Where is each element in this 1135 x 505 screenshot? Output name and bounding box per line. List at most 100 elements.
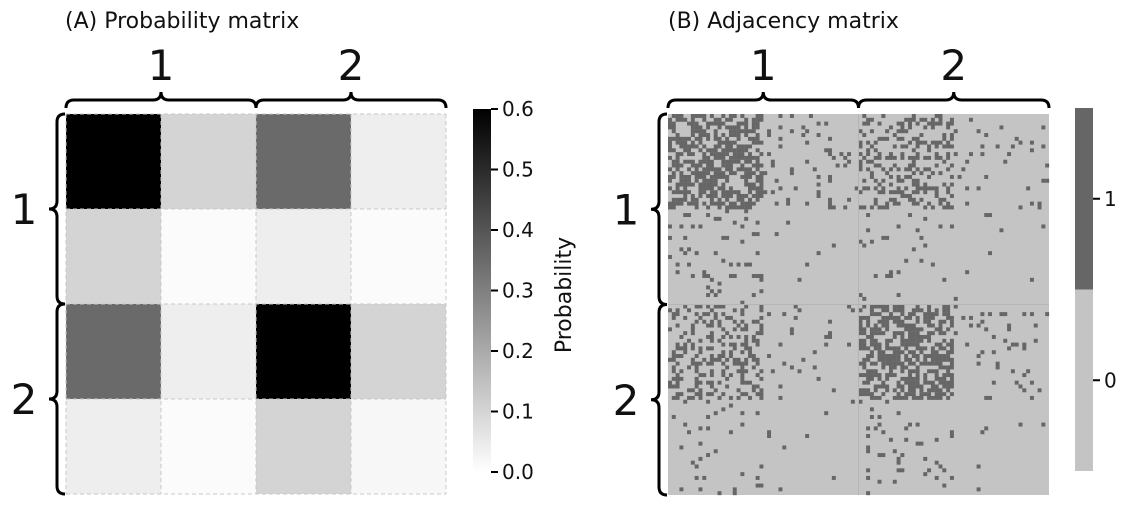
top-brace-1 xyxy=(64,91,258,109)
edge-cell xyxy=(671,205,676,210)
edge-cell xyxy=(923,376,928,381)
edge-cell xyxy=(694,121,699,126)
edge-cell xyxy=(694,312,699,317)
edge-cell xyxy=(915,121,920,126)
edge-cell xyxy=(728,201,733,206)
edge-cell xyxy=(679,197,684,202)
edge-cell xyxy=(671,190,676,195)
edge-cell xyxy=(888,270,893,275)
edge-cell xyxy=(938,114,943,118)
edge-cell xyxy=(755,121,760,126)
edge-cell xyxy=(866,392,871,397)
edge-cell xyxy=(736,125,741,130)
edge-cell xyxy=(675,182,680,187)
edge-cell xyxy=(778,384,783,389)
edge-cell xyxy=(717,136,722,141)
edge-cell xyxy=(778,125,783,130)
edge-cell xyxy=(698,224,703,229)
edge-cell xyxy=(744,194,749,198)
edge-cell xyxy=(988,395,992,400)
edge-cell xyxy=(892,361,897,366)
edge-cell xyxy=(934,373,939,378)
edge-cell xyxy=(927,174,932,179)
edge-cell xyxy=(717,117,722,122)
edge-cell xyxy=(904,376,909,381)
edge-cell xyxy=(694,167,699,172)
edge-cell xyxy=(671,129,676,134)
edge-cell xyxy=(900,308,905,313)
edge-cell xyxy=(736,194,741,198)
edge-cell xyxy=(965,186,970,191)
edge-cell xyxy=(687,144,692,149)
edge-cell xyxy=(671,384,676,389)
edge-cell xyxy=(706,285,711,290)
edge-cell xyxy=(984,327,989,332)
edge-cell xyxy=(728,274,733,278)
edge-cell xyxy=(732,155,737,160)
edge-cell xyxy=(702,373,707,378)
edge-cell xyxy=(759,186,764,191)
edge-cell xyxy=(911,136,916,141)
edge-cell xyxy=(938,117,943,122)
edge-cell xyxy=(927,201,932,206)
edge-cell xyxy=(694,197,699,202)
edge-cell xyxy=(881,453,886,458)
edge-cell xyxy=(949,323,954,328)
edge-cell xyxy=(755,319,760,324)
edge-cell xyxy=(938,342,943,347)
edge-cell xyxy=(748,171,752,176)
edge-cell xyxy=(923,205,928,210)
edge-cell xyxy=(934,194,939,198)
edge-cell xyxy=(744,357,749,362)
edge-cell xyxy=(751,338,756,343)
edge-cell xyxy=(885,354,890,358)
edge-cell xyxy=(1045,163,1050,168)
edge-cell xyxy=(930,205,935,210)
edge-cell xyxy=(706,178,711,183)
edge-cell xyxy=(736,262,741,267)
edge-cell xyxy=(942,338,947,343)
edge-cell xyxy=(744,369,749,374)
edge-cell xyxy=(744,216,749,221)
edge-cell xyxy=(866,140,871,145)
edge-cell xyxy=(683,331,688,336)
edge-cell xyxy=(869,171,874,176)
edge-cell xyxy=(759,464,764,469)
edge-cell xyxy=(690,114,695,118)
edge-cell xyxy=(927,319,932,324)
edge-cell xyxy=(942,277,947,282)
edge-cell xyxy=(744,155,749,160)
edge-cell xyxy=(687,190,692,195)
edge-cell xyxy=(767,152,772,157)
edge-cell xyxy=(713,251,718,256)
edge-cell xyxy=(881,167,886,172)
edge-cell xyxy=(744,167,749,172)
edge-cell xyxy=(984,426,989,431)
edge-cell xyxy=(896,304,901,309)
edge-cell xyxy=(706,392,711,397)
edge-cell xyxy=(946,205,951,210)
edge-cell xyxy=(934,354,939,358)
edge-cell xyxy=(744,392,749,397)
edge-cell xyxy=(690,194,695,198)
edge-cell xyxy=(706,426,711,431)
edge-cell xyxy=(732,125,737,130)
edge-cell xyxy=(687,308,692,313)
edge-cell xyxy=(892,373,897,378)
edge-cell xyxy=(713,194,718,198)
edge-cell xyxy=(900,342,905,347)
edge-cell xyxy=(736,205,741,210)
edge-cell xyxy=(896,121,901,126)
edge-cell xyxy=(793,304,798,309)
edge-cell xyxy=(721,373,726,378)
edge-cell xyxy=(938,319,943,324)
edge-cell xyxy=(862,373,867,378)
adjacency-colorbar: 01 xyxy=(1075,108,1117,471)
edge-cell xyxy=(923,186,928,191)
edge-cell xyxy=(698,456,703,461)
edge-cell xyxy=(675,152,680,157)
edge-cell xyxy=(927,395,932,400)
edge-cell xyxy=(881,430,886,435)
edge-cell xyxy=(683,117,688,122)
edge-cell xyxy=(911,334,916,339)
